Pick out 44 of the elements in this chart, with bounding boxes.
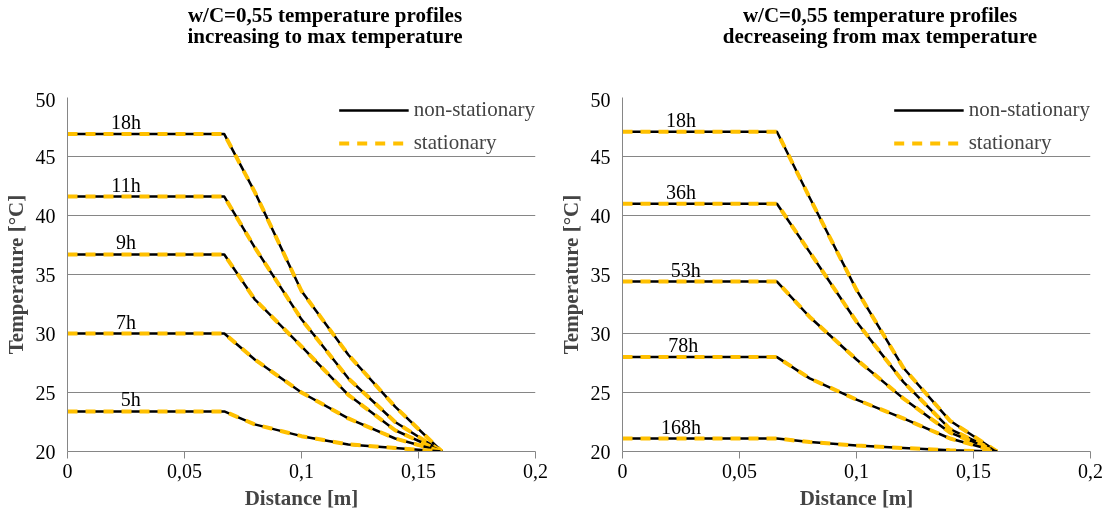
y-tick-label: 40: [590, 204, 611, 227]
y-tick-label: 20: [35, 440, 56, 463]
y-tick-label: 25: [590, 381, 611, 404]
x-tick-label: 0,1: [289, 459, 314, 482]
legend-label: stationary: [968, 130, 1052, 155]
legend-label: non-stationary: [968, 97, 1090, 122]
y-tick-label: 30: [590, 322, 611, 345]
annotation: 9h: [116, 231, 136, 254]
legend-label: non-stationary: [413, 97, 535, 122]
annotation: 168h: [661, 415, 701, 438]
annotation: 36h: [666, 180, 696, 203]
x-tick-label: 0,05: [722, 459, 757, 482]
x-tick-label: 0,1: [844, 459, 869, 482]
x-tick-label: 0: [62, 459, 73, 482]
annotation: 18h: [111, 111, 141, 134]
x-axis-title: Distance [m]: [244, 485, 359, 510]
x-tick-label: 0,15: [956, 459, 991, 482]
annotation: 18h: [666, 108, 696, 131]
y-tick-label: 50: [590, 88, 611, 111]
annotation: 11h: [111, 173, 141, 196]
x-axis-title: Distance [m]: [799, 485, 914, 510]
x-tick-label: 0,2: [523, 459, 548, 482]
chart-title: w/C=0,55 temperature profiles increasing to max temperature: [186, 3, 464, 48]
y-tick-label: 35: [590, 263, 611, 286]
y-tick-label: 40: [35, 204, 56, 227]
y-tick-label: 50: [35, 88, 56, 111]
y-tick-label: 45: [35, 145, 56, 168]
chart-title: w/C=0,55 temperature profiles decreaseing from max temperature: [721, 3, 1039, 48]
x-tick-label: 0: [617, 459, 628, 482]
y-axis-title: Temperature [°C]: [558, 194, 583, 355]
annotation: 78h: [668, 334, 699, 357]
y-tick-label: 45: [590, 145, 611, 168]
y-tick-label: 20: [590, 440, 611, 463]
x-tick-label: 0,05: [167, 459, 202, 482]
annotation: 7h: [116, 310, 136, 333]
legend-label: stationary: [413, 130, 497, 155]
annotation: 5h: [120, 388, 141, 411]
x-tick-label: 0,2: [1078, 459, 1103, 482]
x-tick-label: 0,15: [401, 459, 436, 482]
annotation: 53h: [670, 258, 701, 281]
y-tick-label: 35: [35, 263, 56, 286]
y-axis-title: Temperature [°C]: [3, 194, 28, 355]
y-tick-label: 30: [35, 322, 56, 345]
y-tick-label: 25: [35, 381, 56, 404]
